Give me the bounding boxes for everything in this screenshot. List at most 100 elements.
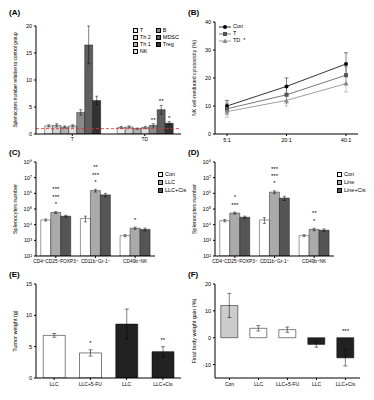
html-text:(A): (A) — [9, 8, 21, 17]
html-text:(B): (B) — [188, 8, 200, 17]
svg-text:Con: Con — [225, 381, 234, 387]
html-text:LLC+Cis: LLC+Cis — [165, 187, 187, 193]
html-text:T: T — [139, 27, 144, 33]
svg-text:TD: TD — [142, 137, 149, 142]
svg-text:15: 15 — [26, 281, 32, 287]
svg-text:*: * — [234, 194, 237, 200]
svg-text:10⁴: 10⁴ — [24, 222, 33, 228]
html-text:NK: NK — [139, 48, 148, 54]
svg-text:*: * — [94, 179, 97, 185]
svg-text:***: *** — [342, 328, 350, 334]
svg-text:10²: 10² — [24, 253, 32, 259]
html-text:Con: Con — [165, 171, 176, 177]
html-text:Line+Cis: Line+Cis — [344, 187, 366, 193]
svg-text:40:1: 40:1 — [341, 137, 352, 143]
svg-text:CD4⁺CD25⁺FOXP3⁺: CD4⁺CD25⁺FOXP3⁺ — [33, 259, 79, 264]
svg-text:10²: 10² — [203, 253, 211, 259]
html-text:MDSC: MDSC — [162, 34, 179, 40]
svg-text:*: * — [313, 218, 316, 224]
svg-text:Splenocytes number: Splenocytes number — [191, 184, 197, 234]
svg-text:CD11b⁺Gr-1⁺: CD11b⁺Gr-1⁺ — [81, 259, 111, 264]
svg-text:10³: 10³ — [203, 237, 211, 243]
svg-text:***: *** — [52, 194, 60, 200]
svg-text:LLC: LLC — [254, 381, 264, 387]
svg-text:10: 10 — [205, 308, 211, 314]
svg-text:20: 20 — [205, 281, 211, 287]
svg-text:NK cell-mediated cytotoxicity: NK cell-mediated cytotoxicity (%) — [191, 40, 197, 116]
svg-text:10⁷: 10⁷ — [203, 175, 211, 181]
svg-text:LLC+5-FU: LLC+5-FU — [276, 381, 300, 387]
svg-text:10: 10 — [26, 312, 32, 318]
svg-text:*: * — [134, 217, 137, 223]
svg-text:Splenocytes number: Splenocytes number — [12, 184, 18, 234]
svg-text:20: 20 — [26, 23, 32, 29]
svg-text:30: 30 — [205, 47, 211, 53]
svg-text:5:1: 5:1 — [223, 137, 231, 143]
svg-text:Final body weight gain (%): Final body weight gain (%) — [191, 298, 197, 363]
svg-text:***: *** — [271, 166, 279, 172]
svg-text:15: 15 — [26, 50, 32, 56]
svg-text:20:1: 20:1 — [281, 137, 292, 143]
svg-text:***: *** — [52, 186, 60, 192]
svg-text:Tumor weight (g): Tumor weight (g) — [12, 310, 18, 352]
html-text:(C): (C) — [9, 148, 21, 157]
html-text:(D): (D) — [188, 148, 200, 157]
svg-text:**: ** — [151, 117, 156, 123]
svg-text:10⁸: 10⁸ — [24, 159, 32, 165]
html-text:Th 1: Th 1 — [139, 41, 151, 47]
svg-text:LLC: LLC — [50, 381, 60, 387]
svg-text:LLC+5-FU: LLC+5-FU — [79, 381, 103, 387]
svg-text:10: 10 — [205, 103, 211, 109]
svg-text:0: 0 — [208, 335, 211, 341]
svg-text:10³: 10³ — [24, 237, 32, 243]
svg-text:LLC: LLC — [312, 381, 322, 387]
svg-text:**: ** — [93, 164, 98, 170]
svg-text:*: * — [55, 201, 58, 207]
svg-text:10⁴: 10⁴ — [203, 222, 212, 228]
html-text:Treg: Treg — [162, 41, 174, 47]
html-text:TD *: TD * — [233, 37, 246, 43]
svg-text:*: * — [273, 180, 276, 186]
html-text:T: T — [233, 30, 237, 36]
svg-text:T: T — [71, 137, 74, 142]
html-text:LLC: LLC — [165, 179, 176, 185]
svg-text:*: * — [168, 115, 171, 121]
svg-text:10⁶: 10⁶ — [203, 190, 211, 196]
html-text:(F): (F) — [188, 270, 199, 279]
svg-text:10⁸: 10⁸ — [203, 159, 211, 165]
html-text:Con: Con — [344, 171, 355, 177]
html-text:Con: Con — [233, 23, 244, 29]
svg-text:5: 5 — [29, 344, 32, 350]
html-text:Th 2: Th 2 — [139, 34, 151, 40]
html-text:B: B — [162, 27, 167, 33]
svg-text:20: 20 — [205, 75, 211, 81]
svg-text:CD49b⁺NK: CD49b⁺NK — [123, 259, 148, 264]
svg-text:10⁵: 10⁵ — [24, 206, 32, 212]
svg-text:**: ** — [312, 210, 317, 216]
svg-text:5: 5 — [29, 104, 32, 110]
svg-text:-10: -10 — [203, 362, 211, 368]
svg-text:40: 40 — [205, 19, 211, 25]
html-text:(E): (E) — [9, 270, 20, 279]
svg-text:LLC: LLC — [122, 381, 132, 387]
svg-text:**: ** — [159, 98, 164, 104]
svg-text:10⁵: 10⁵ — [203, 206, 211, 212]
svg-text:CD4⁺CD25⁺FOXP3⁺: CD4⁺CD25⁺FOXP3⁺ — [212, 259, 258, 264]
svg-text:10⁶: 10⁶ — [24, 190, 32, 196]
svg-text:LLC+Cis: LLC+Cis — [153, 381, 173, 387]
svg-text:LLC+Cis: LLC+Cis — [336, 381, 356, 387]
svg-text:0: 0 — [208, 131, 211, 137]
svg-text:CD11b⁺Gr-1⁺: CD11b⁺Gr-1⁺ — [260, 259, 290, 264]
svg-text:0: 0 — [29, 375, 32, 381]
svg-text:***: *** — [231, 202, 239, 208]
html-text:Line: Line — [344, 179, 355, 185]
svg-text:10: 10 — [26, 77, 32, 83]
svg-text:0: 0 — [29, 131, 32, 137]
svg-text:***: *** — [92, 172, 100, 178]
svg-text:CD49b⁺NK: CD49b⁺NK — [302, 259, 327, 264]
svg-text:**: ** — [161, 337, 166, 343]
svg-text:Splenocytes number relative to: Splenocytes number relative to control g… — [13, 32, 18, 128]
svg-text:10⁷: 10⁷ — [24, 175, 32, 181]
svg-text:*: * — [89, 340, 92, 346]
svg-text:***: *** — [271, 173, 279, 179]
